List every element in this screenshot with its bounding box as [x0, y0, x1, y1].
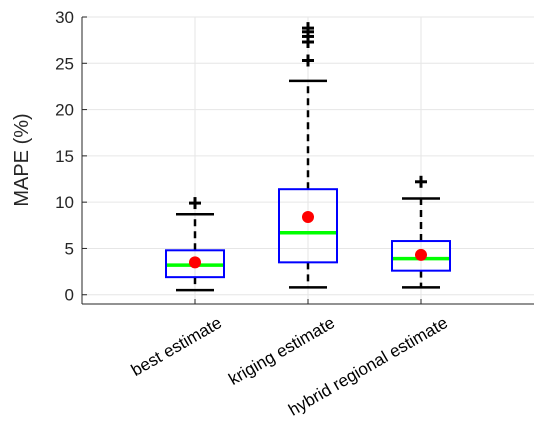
x-tick-label-1: kriging estimate [225, 313, 338, 389]
y-tick-label-3: 15 [55, 147, 74, 166]
y-tick-label-2: 10 [55, 193, 74, 212]
outlier-0-0 [189, 197, 201, 210]
box-rect-0 [165, 249, 225, 279]
outlier-1-4 [302, 22, 314, 35]
mean-point-1 [302, 210, 314, 223]
outlier-1-0 [302, 54, 314, 67]
y-tick-label-6: 30 [55, 8, 74, 27]
box-rect-1 [278, 188, 338, 264]
y-tick-label-0: 0 [65, 286, 74, 305]
axes [81, 16, 534, 305]
y-tick-label-1: 5 [65, 239, 74, 258]
box-2 [391, 175, 451, 289]
y-tick-label-4: 20 [55, 101, 74, 120]
box-rect-2 [391, 240, 451, 272]
y-axis-title: MAPE (%) [11, 113, 33, 206]
outlier-2-0 [415, 175, 427, 188]
mean-point-2 [415, 248, 427, 261]
y-tick-label-5: 25 [55, 54, 74, 73]
box-0 [165, 197, 225, 292]
box-1 [278, 22, 338, 289]
x-tick-label-0: best estimate [128, 313, 225, 380]
mean-point-0 [189, 256, 201, 269]
box-series [165, 22, 451, 292]
